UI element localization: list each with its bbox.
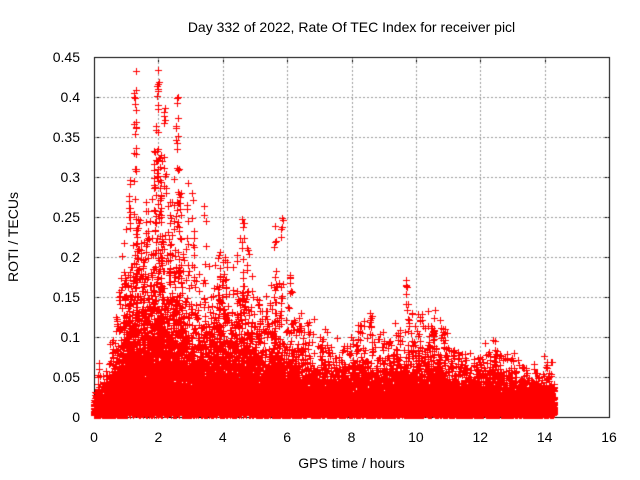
y-tick-label: 0.1 — [60, 329, 80, 345]
x-tick-label: 6 — [283, 429, 292, 445]
y-tick-label: 0.4 — [60, 89, 80, 105]
y-tick-label: 0.35 — [52, 129, 80, 145]
y-tick-label: 0.15 — [52, 289, 80, 305]
x-tick-label: 14 — [536, 429, 553, 445]
x-tick-label: 10 — [408, 429, 424, 445]
x-tick-label: 0 — [90, 429, 98, 445]
y-tick-label: 0.05 — [52, 369, 80, 385]
y-tick-label: 0.45 — [52, 49, 80, 65]
x-tick-label: 12 — [472, 429, 489, 445]
x-tick-label: 4 — [218, 429, 227, 445]
chart-title: Day 332 of 2022, Rate Of TEC Index for r… — [187, 19, 516, 35]
y-tick-label: 0.2 — [60, 249, 80, 265]
x-tick-label: 2 — [154, 429, 163, 445]
x-tick-label: 16 — [601, 429, 617, 445]
x-tick-label: 8 — [347, 429, 356, 445]
y-tick-label: 0.25 — [52, 209, 80, 225]
y-tick-label: 0 — [72, 409, 80, 425]
y-tick-label: 0.3 — [60, 169, 80, 185]
x-axis-label: GPS time / hours — [298, 455, 405, 471]
y-axis-label: ROTI / TECUs — [5, 192, 21, 282]
